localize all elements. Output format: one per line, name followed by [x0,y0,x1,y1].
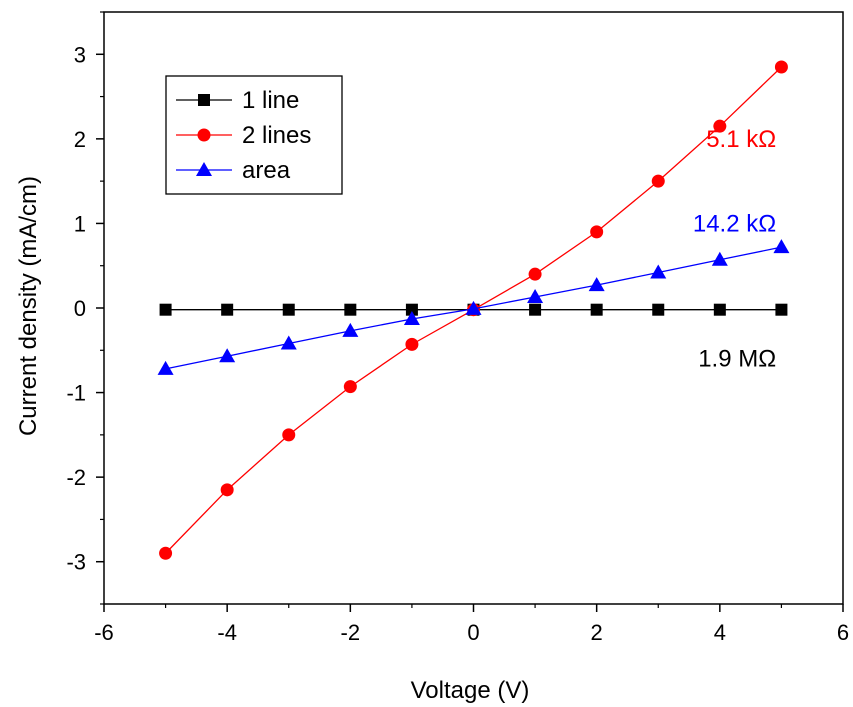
series-area [157,239,790,375]
legend-label: area [242,157,291,184]
resistance-annotation: 1.9 MΩ [698,346,776,373]
legend-item: 1 line [176,87,299,114]
data-point-square [590,303,603,316]
data-point-circle [405,337,419,351]
data-point-square [652,303,665,316]
legend-item: 2 lines [176,122,311,149]
x-tick-label: 6 [837,620,849,645]
data-point-circle [528,267,542,281]
data-point-square [221,303,234,316]
data-point-circle [197,128,211,142]
legend: 1 line 2 lines area [165,75,343,195]
x-tick-label: -6 [94,620,114,645]
data-point-triangle [280,335,297,350]
data-point-square [344,303,357,316]
y-tick-label: 2 [74,127,86,152]
data-point-circle [713,119,727,133]
data-point-triangle [196,162,212,176]
y-tick-label: 1 [74,211,86,236]
data-point-triangle [711,251,728,266]
y-axis-title: Current density (mA/cm) [15,176,42,436]
data-point-circle [220,483,234,497]
data-point-circle [774,60,788,74]
data-point-triangle [650,264,667,279]
data-point-square [198,94,210,106]
data-point-circle [282,428,296,442]
legend-label: 1 line [242,87,299,114]
data-point-circle [159,546,173,560]
y-tick-label: 0 [74,296,86,321]
data-point-circle [651,174,665,188]
annotations: 5.1 kΩ 14.2 kΩ 1.9 MΩ [693,126,776,373]
data-point-triangle [465,300,482,315]
legend-label: 2 lines [242,122,311,149]
data-point-square [159,303,172,316]
data-point-circle [343,380,357,394]
data-point-square [775,303,788,316]
data-point-triangle [219,348,236,363]
resistance-annotation: 5.1 kΩ [706,126,776,153]
x-tick-label: -2 [341,620,361,645]
data-point-circle [590,225,604,239]
data-point-triangle [527,289,544,304]
x-axis-title: Voltage (V) [411,677,530,704]
data-point-square [529,303,542,316]
y-tick-label: 3 [74,42,86,67]
data-point-triangle [588,277,605,292]
x-tick-label: 2 [591,620,603,645]
x-tick-label: 4 [714,620,726,645]
data-point-triangle [403,310,420,325]
data-point-square [282,303,295,316]
data-point-triangle [157,360,174,375]
data-point-triangle [773,239,790,254]
y-tick-label: -3 [66,550,86,575]
data-point-triangle [342,322,359,337]
y-tick-label: -1 [66,381,86,406]
y-tick-label: -2 [66,465,86,490]
tick-marks [96,11,844,612]
legend-item: area [176,157,291,184]
resistance-annotation: 14.2 kΩ [693,210,776,237]
y-tick-labels: -3 -2 -1 0 1 2 3 [66,42,86,574]
x-tick-label: -4 [217,620,237,645]
x-tick-label: 0 [467,620,479,645]
data-point-square [405,303,418,316]
series-layer [157,60,790,560]
x-tick-labels: -6 -4 -2 0 2 4 6 [94,620,849,645]
data-point-square [713,303,726,316]
